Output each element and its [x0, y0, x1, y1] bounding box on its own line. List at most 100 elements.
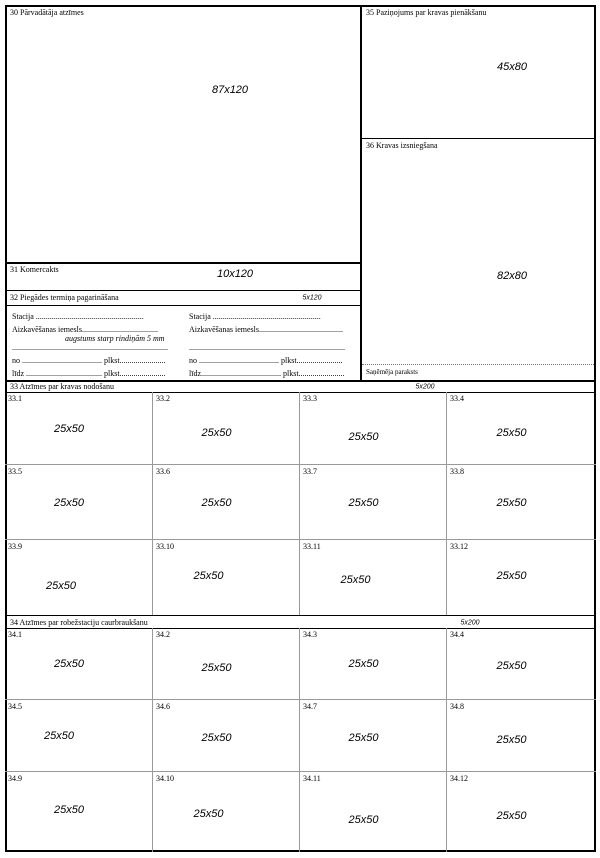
form-cell[interactable]: 33.7 25x50 [300, 465, 447, 540]
cell-size: 25x50 [54, 496, 84, 509]
cell-number: 34.12 [450, 774, 468, 783]
section-33-label: 33 Atzīmes par kravas nodošanu [10, 382, 114, 391]
left-until-field[interactable]: līdz ...................................… [12, 369, 166, 378]
cell-number: 34.9 [8, 774, 22, 783]
box-36-label: 36 Kravas izsniegšana [366, 141, 438, 150]
cell-number: 33.2 [156, 394, 170, 403]
cell-number: 33.11 [303, 542, 321, 551]
section-33-size: 5x200 [415, 383, 435, 391]
form-cell[interactable]: 33.8 25x50 [447, 465, 596, 540]
form-cell[interactable]: 34.3 25x50 [300, 628, 447, 700]
cell-number: 34.5 [8, 702, 22, 711]
divider [5, 290, 360, 291]
form-cell[interactable]: 33.9 25x50 [5, 540, 153, 615]
form-cell[interactable]: 33.2 25x50 [153, 392, 300, 465]
form-cell[interactable]: 34.8 25x50 [447, 700, 596, 772]
cell-number: 33.12 [450, 542, 468, 551]
box-36-size: 82x80 [497, 270, 527, 282]
left-station-field[interactable]: Stacija ................................… [12, 312, 144, 321]
form-cell[interactable]: 33.6 25x50 [153, 465, 300, 540]
form-cell[interactable]: 34.10 25x50 [153, 772, 300, 852]
form-cell[interactable]: 34.2 25x50 [153, 628, 300, 700]
right-reason-line-2[interactable]: ........................................… [189, 343, 345, 352]
box-32-label: 32 Piegādes termiņa pagarināšana [10, 293, 119, 302]
cell-size: 25x50 [54, 422, 84, 435]
section-34-label: 34 Atzīmes par robežstaciju caurbraukšan… [10, 618, 148, 627]
cell-number: 34.1 [8, 630, 22, 639]
left-from-field[interactable]: no .....................................… [12, 356, 166, 365]
form-cell[interactable]: 34.6 25x50 [153, 700, 300, 772]
cell-size: 25x50 [44, 730, 74, 742]
signature-line[interactable] [362, 364, 594, 365]
box-32-size: 5x120 [302, 294, 322, 302]
cell-number: 34.2 [156, 630, 170, 639]
divider [5, 392, 596, 393]
cell-number: 33.10 [156, 542, 174, 551]
divider [5, 628, 596, 629]
section-34-size: 5x200 [460, 619, 480, 627]
cell-size: 25x50 [496, 426, 527, 439]
divider [5, 380, 596, 382]
cell-number: 34.11 [303, 774, 321, 783]
line-spacing-note: augstums starp rindiņām 5 mm [65, 334, 165, 343]
right-delay-reason-field[interactable]: Aizkavēšanas iemesls....................… [189, 325, 343, 334]
cell-size: 25x50 [496, 734, 527, 746]
box-31-size: 10x120 [216, 268, 254, 280]
cell-size: 25x50 [348, 496, 379, 509]
cell-number: 33.3 [303, 394, 317, 403]
form-cell[interactable]: 34.9 25x50 [5, 772, 153, 852]
cell-number: 34.6 [156, 702, 170, 711]
divider [5, 615, 596, 616]
box-35-size: 45x80 [497, 61, 527, 73]
left-delay-reason-field[interactable]: Aizkavēšanas iemesls....................… [12, 325, 158, 334]
form-cell[interactable]: 33.3 25x50 [300, 392, 447, 465]
form-cell[interactable]: 34.1 25x50 [5, 628, 153, 700]
cell-size: 25x50 [46, 579, 76, 592]
cell-size: 25x50 [348, 814, 379, 826]
cell-number: 34.4 [450, 630, 464, 639]
cell-size: 25x50 [54, 804, 84, 816]
form-cell[interactable]: 33.1 25x50 [5, 392, 153, 465]
cell-number: 33.8 [450, 467, 464, 476]
cell-number: 33.4 [450, 394, 464, 403]
form-cell[interactable]: 33.4 25x50 [447, 392, 596, 465]
cell-number: 33.5 [8, 467, 22, 476]
left-reason-line-2[interactable]: ........................................… [12, 343, 168, 352]
form-cell[interactable]: 33.11 25x50 [300, 540, 447, 615]
cell-size: 25x50 [496, 810, 527, 822]
cell-number: 34.8 [450, 702, 464, 711]
cell-size: 25x50 [496, 660, 527, 672]
cell-size: 25x50 [193, 808, 224, 820]
divider [5, 262, 360, 264]
cell-size: 25x50 [201, 496, 232, 509]
cell-size: 25x50 [201, 662, 232, 674]
box-30-size: 87x120 [211, 84, 249, 96]
column-divider [360, 5, 362, 380]
cell-number: 33.9 [8, 542, 22, 551]
form-cell[interactable]: 34.4 25x50 [447, 628, 596, 700]
cell-number: 33.7 [303, 467, 317, 476]
form-cell[interactable]: 33.10 25x50 [153, 540, 300, 615]
recipient-signature-label: Saņēmēja paraksts [366, 368, 418, 376]
form-cell[interactable]: 33.5 25x50 [5, 465, 153, 540]
cell-number: 34.7 [303, 702, 317, 711]
form-border [5, 5, 596, 852]
right-from-field[interactable]: no .....................................… [189, 356, 343, 365]
cell-number: 34.10 [156, 774, 174, 783]
right-until-field[interactable]: līdz....................................… [189, 369, 345, 378]
form-cell[interactable]: 34.7 25x50 [300, 700, 447, 772]
cell-size: 25x50 [54, 658, 84, 670]
cell-number: 34.3 [303, 630, 317, 639]
right-station-field[interactable]: Stacija ................................… [189, 312, 321, 321]
cell-number: 33.6 [156, 467, 170, 476]
form-cell[interactable]: 33.12 25x50 [447, 540, 596, 615]
cell-size: 25x50 [201, 426, 232, 439]
form-cell[interactable]: 34.12 25x50 [447, 772, 596, 852]
form-cell[interactable]: 34.5 25x50 [5, 700, 153, 772]
cell-size: 25x50 [496, 496, 527, 509]
form-cell[interactable]: 34.11 25x50 [300, 772, 447, 852]
cell-number: 33.1 [8, 394, 22, 403]
cell-size: 25x50 [348, 658, 379, 670]
box-35-label: 35 Paziņojums par kravas pienākšanu [366, 8, 487, 17]
